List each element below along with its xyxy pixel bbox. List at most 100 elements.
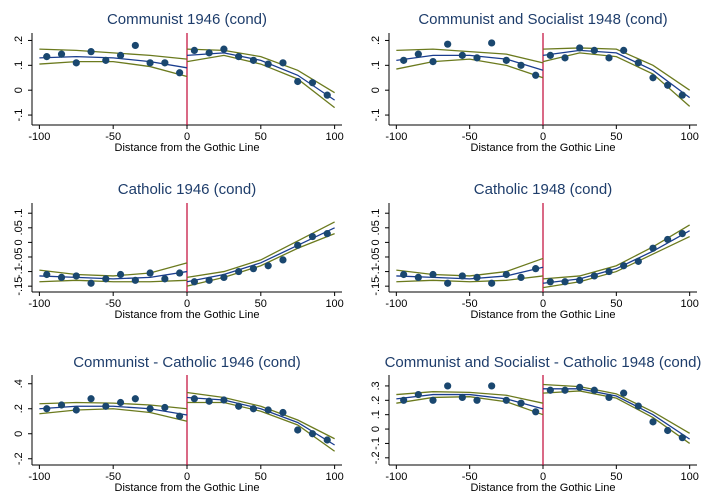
chart-title: Communist and Socialist 1948 (cond)	[418, 11, 667, 28]
ci-upper	[186, 221, 335, 279]
y-tick-label: 0	[13, 239, 25, 245]
scatter-point	[87, 395, 95, 403]
y-tick-label: -.2	[370, 451, 382, 464]
scatter-point	[279, 59, 287, 67]
x-tick-label: 50	[610, 298, 622, 310]
scatter-point	[414, 273, 422, 282]
scatter-point	[649, 244, 657, 252]
x-tick-label: -100	[28, 471, 50, 483]
scatter-point	[664, 235, 672, 244]
y-tick-label: -.05	[370, 247, 382, 266]
x-tick-label: 50	[610, 471, 622, 483]
scatter-point	[190, 395, 198, 403]
scatter-point	[444, 40, 452, 48]
ci-upper	[186, 48, 335, 94]
x-tick-label: 0	[540, 131, 546, 143]
x-axis-label: Distance from the Gothic Line	[115, 142, 260, 154]
scatter-point	[220, 273, 228, 282]
scatter-point	[590, 386, 598, 394]
scatter-point	[502, 270, 510, 279]
x-tick-label: -100	[385, 471, 407, 483]
y-tick-label: -.1	[370, 109, 382, 122]
ci-lower	[39, 60, 188, 78]
y-tick-label: .2	[13, 404, 25, 413]
ci-lower	[542, 390, 691, 444]
ci-upper	[542, 47, 691, 91]
scatter-point	[146, 59, 154, 67]
scatter-point	[458, 393, 466, 402]
scatter-point	[249, 56, 258, 64]
scatter-point	[414, 390, 422, 399]
scatter-point	[72, 406, 80, 414]
chart-title: Communist and Socialist - Catholic 1948 …	[385, 354, 702, 371]
scatter-point	[502, 396, 510, 404]
scatter-point	[249, 405, 258, 413]
chart-title: Communist 1946 (cond)	[107, 11, 267, 28]
scatter-point	[414, 50, 422, 58]
y-tick-label: .05	[13, 220, 25, 235]
scatter-point	[664, 81, 672, 89]
scatter-point	[546, 51, 554, 59]
scatter-point	[146, 405, 154, 413]
y-tick-label: 0	[13, 87, 25, 93]
scatter-point	[546, 386, 554, 394]
scatter-point	[176, 269, 184, 277]
y-tick-label: -.15	[13, 277, 25, 296]
scatter-point	[458, 272, 466, 280]
x-tick-label: -50	[105, 471, 121, 483]
y-tick-label: .1	[13, 61, 25, 70]
ci-lower	[396, 396, 544, 416]
scatter-point	[116, 51, 125, 59]
scatter-point	[308, 430, 317, 438]
scatter-point	[429, 270, 437, 279]
fit-line	[186, 227, 335, 283]
scatter-point	[235, 53, 243, 61]
x-axis-label: Distance from the Gothic Line	[115, 482, 260, 494]
scatter-point	[131, 395, 139, 403]
scatter-point	[294, 426, 302, 434]
y-tick-label: .1	[370, 61, 382, 70]
scatter-point	[235, 267, 243, 276]
x-tick-label: 0	[184, 471, 190, 483]
x-tick-label: -100	[28, 298, 50, 310]
x-tick-label: -50	[462, 131, 478, 143]
scatter-point	[72, 59, 80, 67]
x-axis-label: Distance from the Gothic Line	[115, 309, 260, 321]
scatter-point	[294, 241, 302, 249]
scatter-point	[190, 278, 198, 286]
scatter-point	[400, 396, 408, 404]
scatter-point	[502, 56, 510, 64]
scatter-point	[235, 402, 243, 410]
chart-title: Catholic 1946 (cond)	[118, 181, 256, 198]
scatter-point	[146, 269, 154, 277]
x-tick-label: -50	[462, 298, 478, 310]
x-axis-label: Distance from the Gothic Line	[471, 482, 616, 494]
chart-title: Catholic 1948 (cond)	[474, 181, 612, 198]
scatter-point	[517, 273, 525, 282]
scatter-point	[43, 53, 51, 61]
scatter-point	[620, 262, 628, 270]
scatter-point	[488, 382, 496, 390]
scatter-point	[161, 275, 169, 283]
x-tick-label: 100	[325, 131, 343, 143]
x-tick-label: -50	[105, 298, 121, 310]
scatter-point	[264, 262, 272, 270]
scatter-point	[488, 279, 496, 287]
scatter-point	[546, 278, 554, 286]
y-tick-label: .1	[370, 209, 382, 218]
scatter-point	[308, 79, 317, 87]
y-tick-label: .1	[13, 209, 25, 218]
y-tick-label: -.1	[13, 265, 25, 278]
fit-line	[186, 52, 335, 101]
x-tick-label: 50	[255, 131, 267, 143]
scatter-point	[131, 41, 139, 50]
scatter-point	[561, 278, 569, 286]
scatter-point	[279, 256, 287, 264]
scatter-point	[590, 272, 598, 280]
scatter-point	[205, 276, 213, 284]
y-tick-label: 0	[370, 426, 382, 432]
scatter-point	[190, 46, 198, 55]
scatter-point	[605, 393, 613, 402]
scatter-point	[678, 230, 686, 238]
scatter-point	[116, 270, 125, 279]
